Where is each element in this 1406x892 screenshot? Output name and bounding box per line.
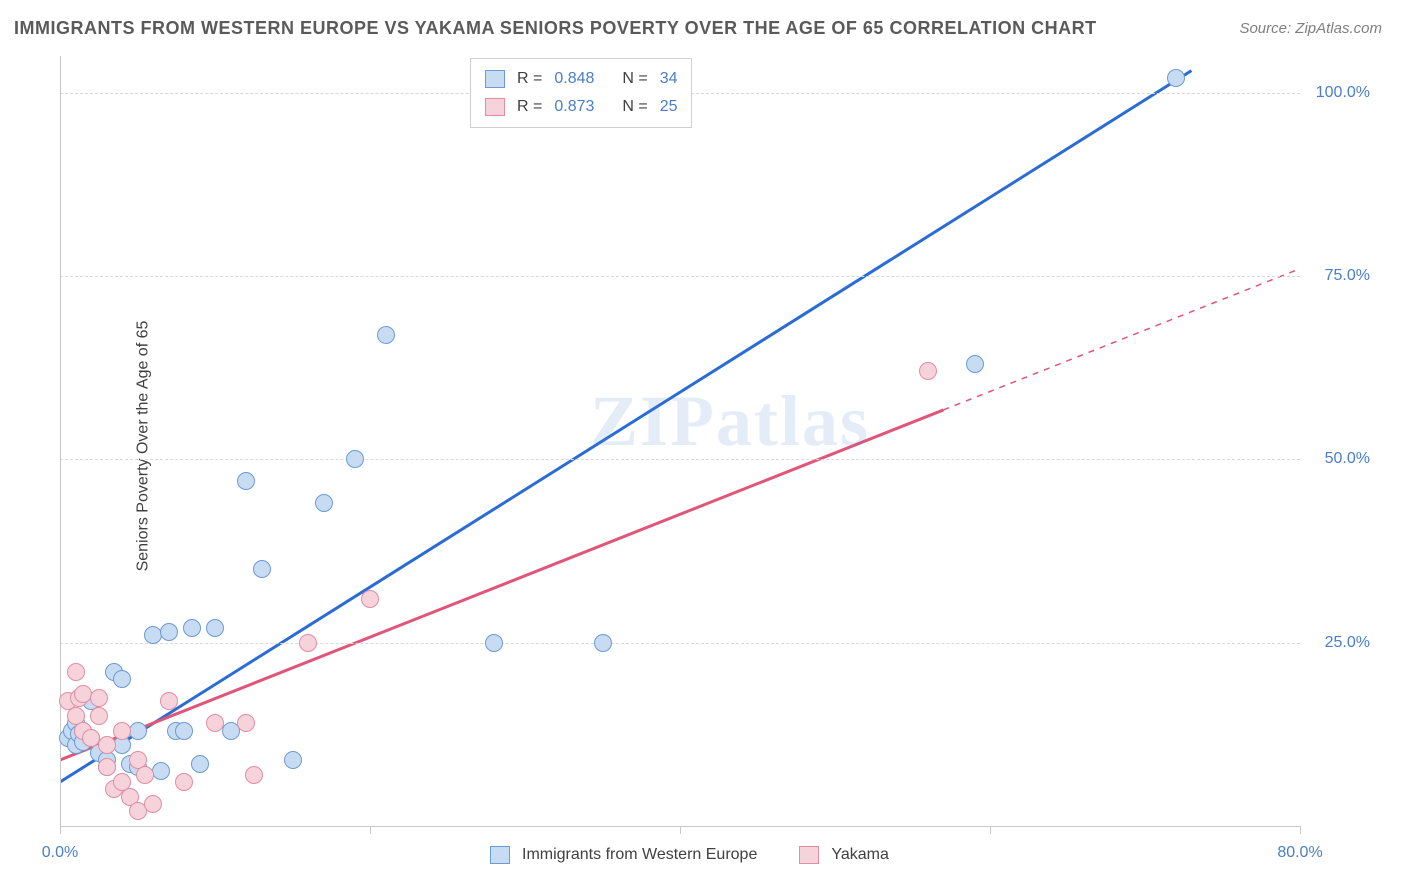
data-point	[183, 619, 201, 637]
legend-swatch	[490, 846, 510, 864]
chart-svg	[60, 56, 1300, 826]
y-axis	[60, 56, 61, 826]
data-point	[299, 634, 317, 652]
y-tick-label: 75.0%	[1310, 267, 1370, 285]
data-point	[136, 766, 154, 784]
data-point	[160, 623, 178, 641]
data-point	[191, 755, 209, 773]
x-tick	[680, 826, 681, 834]
legend-series-name: Immigrants from Western Europe	[522, 846, 757, 864]
gridline-h	[60, 276, 1300, 277]
legend-series-name: Yakama	[831, 846, 889, 864]
data-point	[361, 590, 379, 608]
trend-line	[60, 410, 944, 760]
data-point	[206, 714, 224, 732]
chart-title: IMMIGRANTS FROM WESTERN EUROPE VS YAKAMA…	[14, 18, 1097, 39]
data-point	[1167, 69, 1185, 87]
legend-r-value: 0.873	[554, 98, 610, 116]
x-tick-label: 0.0%	[42, 844, 78, 862]
legend-r-value: 0.848	[554, 70, 610, 88]
chart-plot-area: 25.0%50.0%75.0%100.0%0.0%80.0%	[60, 56, 1300, 826]
y-tick-label: 25.0%	[1310, 634, 1370, 652]
legend-swatch	[485, 98, 505, 116]
data-point	[175, 722, 193, 740]
data-point	[129, 722, 147, 740]
data-point	[67, 663, 85, 681]
legend-n-value: 25	[660, 98, 678, 116]
trend-line-dashed	[944, 269, 1301, 410]
data-point	[90, 707, 108, 725]
legend-n-label: N =	[622, 98, 647, 116]
data-point	[98, 758, 116, 776]
data-point	[206, 619, 224, 637]
y-tick-label: 50.0%	[1310, 450, 1370, 468]
data-point	[284, 751, 302, 769]
source-label: Source: ZipAtlas.com	[1239, 20, 1382, 37]
data-point	[919, 362, 937, 380]
data-point	[594, 634, 612, 652]
y-tick-label: 100.0%	[1310, 84, 1370, 102]
data-point	[966, 355, 984, 373]
x-tick	[990, 826, 991, 834]
data-point	[98, 736, 116, 754]
legend-stats-row: R = 0.848 N = 34	[485, 65, 677, 93]
legend-stats-row: R = 0.873 N = 25	[485, 93, 677, 121]
data-point	[175, 773, 193, 791]
x-tick	[60, 826, 61, 834]
legend-series: Immigrants from Western Europe Yakama	[490, 846, 919, 864]
legend-r-label: R =	[517, 98, 542, 116]
legend-n-label: N =	[622, 70, 647, 88]
data-point	[377, 326, 395, 344]
data-point	[245, 766, 263, 784]
data-point	[485, 634, 503, 652]
x-tick	[370, 826, 371, 834]
data-point	[315, 494, 333, 512]
legend-r-label: R =	[517, 70, 542, 88]
gridline-h	[60, 459, 1300, 460]
data-point	[144, 795, 162, 813]
data-point	[346, 450, 364, 468]
gridline-h	[60, 643, 1300, 644]
data-point	[90, 689, 108, 707]
data-point	[160, 692, 178, 710]
legend-n-value: 34	[660, 70, 678, 88]
data-point	[237, 472, 255, 490]
data-point	[253, 560, 271, 578]
legend-swatch	[799, 846, 819, 864]
data-point	[237, 714, 255, 732]
data-point	[113, 670, 131, 688]
x-tick-label: 80.0%	[1277, 844, 1322, 862]
trend-line	[60, 71, 1192, 782]
data-point	[152, 762, 170, 780]
data-point	[113, 722, 131, 740]
x-tick	[1300, 826, 1301, 834]
legend-swatch	[485, 70, 505, 88]
legend-stats: R = 0.848 N = 34 R = 0.873 N = 25	[470, 58, 692, 128]
